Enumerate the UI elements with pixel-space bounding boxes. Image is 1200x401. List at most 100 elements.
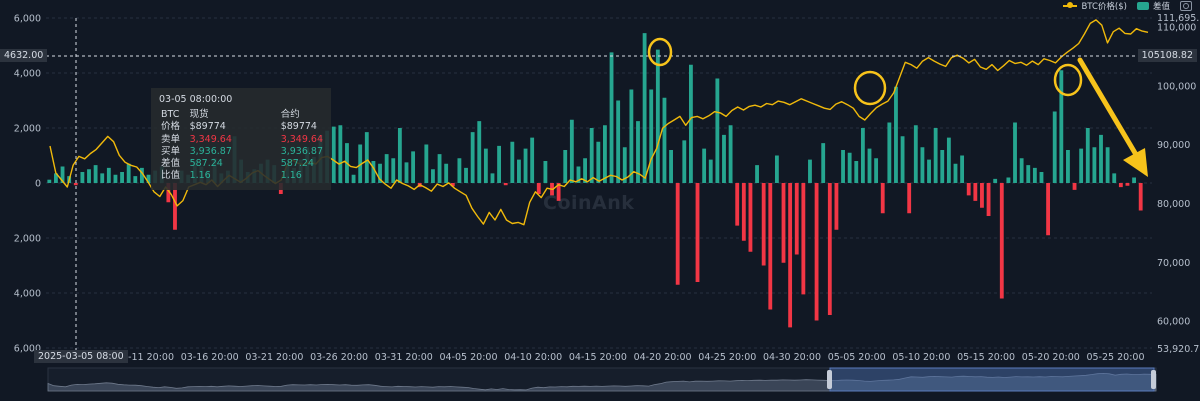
tooltip-spot-value: 1.16 <box>189 170 211 182</box>
left-y-axis: 6,000 4,000 2,000 0 2,000 4,000 6,000 <box>14 14 41 355</box>
diff-bar <box>642 33 647 183</box>
diff-bar <box>457 158 462 183</box>
crosshair-right-value: 105108.82 <box>1137 49 1197 62</box>
diff-bar <box>894 86 898 183</box>
diff-bar <box>80 172 85 183</box>
diff-bar <box>1079 148 1084 183</box>
bar-legend-label[interactable]: 差值 <box>1152 2 1170 12</box>
diff-bar <box>801 183 806 295</box>
x-tick-label: 05-20 20:00 <box>1022 352 1080 363</box>
diff-bar <box>900 136 905 183</box>
diff-bar <box>735 183 740 226</box>
diff-bar <box>616 100 621 183</box>
diff-bar <box>854 161 859 183</box>
diff-bar <box>106 167 111 183</box>
diff-bar <box>814 183 819 321</box>
diff-bar <box>1039 172 1044 183</box>
x-tick-label: 04-10 20:00 <box>504 352 562 363</box>
diff-bar <box>1032 167 1037 183</box>
x-tick-label: 04-05 20:00 <box>439 352 497 363</box>
tooltip-table: BTC 现货 合约 价格 $89774 $89774 卖单 3,349.64 3… <box>159 109 323 183</box>
diff-bar <box>1092 147 1097 183</box>
price-legend-label[interactable]: BTC价格($) <box>1081 2 1127 12</box>
camera-icon[interactable] <box>1180 1 1192 11</box>
diff-bar <box>391 158 396 183</box>
x-tick-label: 03-16 20:00 <box>181 352 239 363</box>
highlight-circle <box>1053 63 1083 97</box>
right-min-label: 53,920.7 <box>1157 344 1199 355</box>
x-axis: 03-11 20:00 03-16 20:00 03-21 20:00 03-26 2… <box>116 352 1145 363</box>
x-tick-label: 05-15 20:00 <box>957 352 1015 363</box>
tooltip-row-buy: 买单 3,936.87 3,936.87 <box>159 146 323 158</box>
diff-bar <box>748 183 753 252</box>
diff-bar <box>530 137 535 183</box>
diff-bar <box>715 78 720 183</box>
diff-bar <box>847 152 852 183</box>
diff-bar <box>821 143 826 183</box>
diff-bar <box>1085 128 1090 183</box>
diff-bar <box>927 159 931 183</box>
diff-bar <box>887 122 892 183</box>
slider-area <box>47 372 1157 392</box>
diff-bar <box>93 165 98 183</box>
highlight-circle <box>647 37 673 67</box>
diff-bar <box>827 183 832 315</box>
diff-bar <box>378 163 382 183</box>
diff-bar <box>384 154 389 183</box>
tooltip-row-ratio: 比值 1.16 1.16 <box>159 170 323 182</box>
diff-bar <box>761 183 766 266</box>
diff-bar <box>364 132 369 183</box>
diff-bar <box>993 178 998 183</box>
diff-bar <box>464 167 468 183</box>
diff-bar <box>431 169 435 183</box>
bar-legend-swatch[interactable] <box>1136 2 1149 10</box>
price-legend-swatch[interactable] <box>1063 2 1078 8</box>
tooltip-futures-value: 1.16 <box>280 170 302 182</box>
tooltip-futures-value: 3,936.87 <box>280 145 323 157</box>
diff-bar <box>960 155 965 183</box>
diff-bar <box>953 163 958 183</box>
diff-bar <box>682 140 687 183</box>
tooltip-row-price: 价格 $89774 $89774 <box>159 121 323 133</box>
diff-bar <box>741 183 746 241</box>
diff-bar <box>450 183 455 187</box>
x-tick-label: 05-10 20:00 <box>892 352 950 363</box>
diff-bar <box>424 144 429 183</box>
diff-bar <box>774 155 779 183</box>
right-max-label: 111,695.1 <box>1157 13 1200 24</box>
right-tick-label: 80,000 <box>1157 199 1190 210</box>
tooltip-row-sell: 卖单 3,349.64 3,349.64 <box>159 134 323 146</box>
diff-bar <box>563 150 568 183</box>
diff-bar <box>483 148 488 183</box>
zoom-slider[interactable] <box>47 367 1157 392</box>
slider-handle-right <box>1151 370 1156 389</box>
x-tick-label: 03-26 20:00 <box>310 352 368 363</box>
diff-bar <box>841 150 845 183</box>
diff-bar <box>1072 183 1077 190</box>
x-tick-label: 04-20 20:00 <box>634 352 692 363</box>
diff-bar <box>470 132 475 183</box>
diff-bar <box>880 183 885 214</box>
diff-bar <box>120 172 124 183</box>
diff-bar <box>576 166 581 183</box>
diff-bar <box>338 125 343 183</box>
tooltip-header-spot: 现货 <box>189 109 209 120</box>
diff-bar <box>669 150 673 183</box>
diff-bar <box>477 121 482 183</box>
diff-bar <box>351 174 356 183</box>
left-tick-label: 6,000 <box>14 344 41 355</box>
diff-bar <box>404 162 409 183</box>
diff-bar <box>662 97 667 183</box>
diff-bar <box>675 183 680 285</box>
diff-bar <box>603 125 607 183</box>
diff-bar <box>755 165 759 183</box>
diff-bar <box>702 148 707 183</box>
left-tick-label: 4,000 <box>14 69 41 80</box>
diff-bar <box>536 183 541 194</box>
trend-arrow-shaft <box>1077 57 1141 161</box>
diff-bar <box>126 163 131 183</box>
diff-bar <box>411 151 416 183</box>
diff-bar <box>874 158 879 183</box>
diff-bar <box>794 183 799 255</box>
diff-bar <box>1052 111 1057 183</box>
